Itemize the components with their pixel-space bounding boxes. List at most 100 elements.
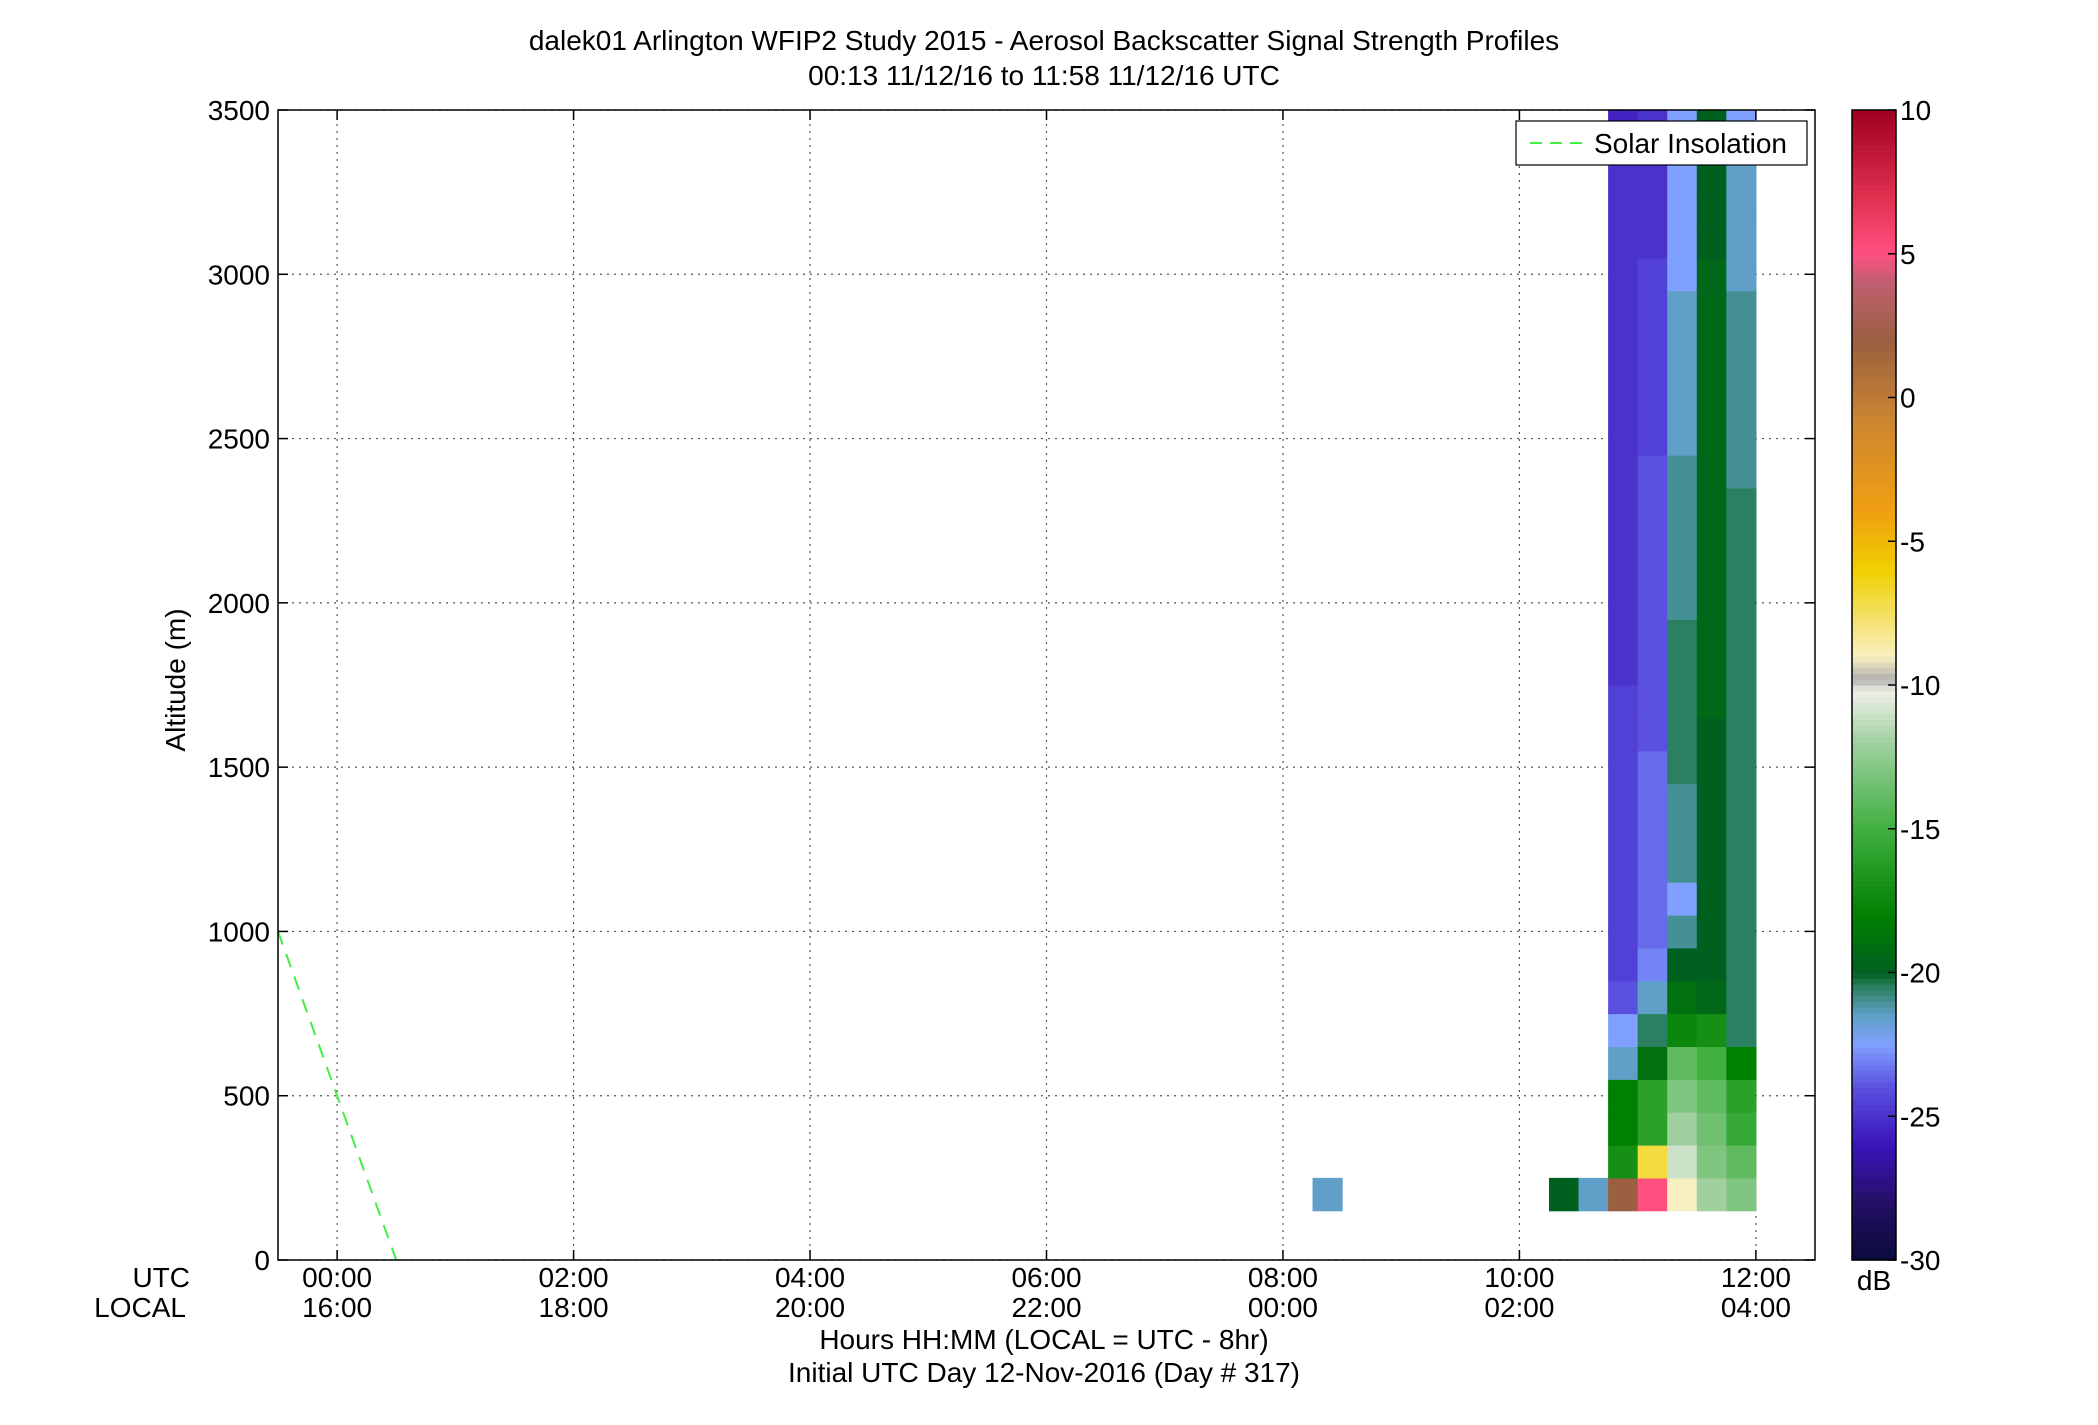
- y-tick-label: 0: [254, 1245, 270, 1276]
- colorbar-segment: [1852, 196, 1896, 203]
- colorbar-tick-label: 10: [1900, 95, 1931, 126]
- x-tick-label-local: 22:00: [1011, 1292, 1081, 1323]
- heatmap-cell: [1696, 1145, 1727, 1179]
- heatmap-cell: [1667, 356, 1698, 390]
- colorbar-segment: [1852, 1030, 1896, 1037]
- colorbar-segment: [1852, 765, 1896, 772]
- colorbar-segment: [1852, 288, 1896, 295]
- colorbar-segment: [1852, 777, 1896, 784]
- colorbar-segment: [1852, 455, 1896, 462]
- colorbar-segment: [1852, 1196, 1896, 1204]
- heatmap-cell: [1696, 1013, 1727, 1048]
- colorbar-segment: [1852, 1064, 1896, 1071]
- colorbar-segment: [1852, 524, 1896, 531]
- heatmap-cell: [1667, 1177, 1698, 1212]
- colorbar-segment: [1852, 742, 1896, 749]
- colorbar-segment: [1852, 673, 1896, 680]
- heatmap-cell: [1608, 323, 1639, 358]
- colorbar-segment: [1852, 414, 1896, 422]
- heatmap-cell: [1667, 586, 1698, 620]
- colorbar-segment: [1852, 932, 1896, 939]
- heatmap-cell: [1726, 225, 1757, 259]
- colorbar-segment: [1852, 949, 1896, 956]
- heatmap-cell: [1696, 750, 1727, 785]
- heatmap-cell: [1726, 783, 1757, 818]
- heatmap-cell: [1608, 455, 1639, 489]
- heatmap-cell: [1667, 882, 1698, 916]
- colorbar-segment: [1852, 989, 1896, 997]
- heatmap-cell: [1608, 1079, 1639, 1113]
- colorbar-segment: [1852, 823, 1896, 830]
- colorbar-segment: [1852, 489, 1896, 496]
- colorbar-segment: [1852, 725, 1896, 732]
- colorbar-segment: [1852, 644, 1896, 652]
- heatmap-cell: [1696, 422, 1727, 456]
- heatmap-cell: [1667, 455, 1698, 489]
- heatmap-cell: [1667, 750, 1698, 785]
- heatmap-cell: [1726, 980, 1757, 1015]
- y-tick-label: 1500: [208, 752, 270, 783]
- x-axis-label: Hours HH:MM (LOCAL = UTC - 8hr): [819, 1324, 1268, 1355]
- colorbar-segment: [1852, 719, 1896, 726]
- heatmap-cell: [1726, 192, 1757, 226]
- heatmap-cell: [1667, 290, 1698, 325]
- colorbar-tick-label: -5: [1900, 526, 1925, 557]
- x-axis-label-day: Initial UTC Day 12-Nov-2016 (Day # 317): [788, 1357, 1300, 1388]
- colorbar-segment: [1852, 972, 1896, 979]
- colorbar-segment: [1852, 121, 1896, 128]
- heatmap-cell: [1726, 717, 1757, 752]
- x-row-label-local: LOCAL: [94, 1292, 186, 1323]
- colorbar-segment: [1852, 334, 1896, 341]
- y-tick-label: 500: [223, 1081, 270, 1112]
- heatmap-cell: [1696, 1046, 1727, 1080]
- heatmap-cell: [1667, 915, 1698, 949]
- colorbar-segment: [1852, 328, 1896, 335]
- heatmap-cell: [1548, 1177, 1580, 1212]
- plot-area: 050010001500200025003000350000:0016:0002…: [208, 95, 1816, 1323]
- colorbar-segment: [1852, 685, 1896, 692]
- heatmap-cell: [1312, 1177, 1343, 1212]
- heatmap-cell: [1637, 882, 1668, 916]
- heatmap-cell: [1726, 257, 1757, 292]
- colorbar-segment: [1852, 754, 1896, 761]
- legend-label: Solar Insolation: [1594, 128, 1787, 159]
- heatmap-cell: [1608, 750, 1639, 785]
- colorbar-segment: [1852, 817, 1896, 824]
- colorbar-segment: [1852, 570, 1896, 577]
- colorbar-segment: [1852, 317, 1896, 324]
- colorbar-segment: [1852, 1007, 1896, 1014]
- solar-insolation-line: [277, 931, 398, 1261]
- colorbar-segment: [1852, 1173, 1896, 1181]
- heatmap-cell: [1696, 257, 1727, 292]
- chart-title: dalek01 Arlington WFIP2 Study 2015 - Aer…: [529, 25, 1559, 56]
- heatmap-cell: [1696, 915, 1727, 949]
- colorbar-segment: [1852, 880, 1896, 887]
- colorbar-segment: [1852, 1225, 1896, 1232]
- colorbar-segment: [1852, 1242, 1896, 1250]
- heatmap-cell: [1637, 422, 1668, 456]
- heatmap-cell: [1608, 717, 1639, 752]
- heatmap-cell: [1696, 389, 1727, 423]
- y-tick-label: 1000: [208, 916, 270, 947]
- colorbar-segment: [1852, 115, 1896, 123]
- colorbar-segment: [1852, 253, 1896, 261]
- heatmap-cell: [1608, 1112, 1639, 1146]
- colorbar-tick-label: -20: [1900, 958, 1940, 989]
- colorbar-segment: [1852, 472, 1896, 479]
- colorbar-segment: [1852, 805, 1896, 813]
- x-tick-label-utc: 12:00: [1721, 1262, 1791, 1293]
- heatmap-cell: [1667, 717, 1698, 752]
- colorbar-segment: [1852, 213, 1896, 220]
- heatmap-cell: [1608, 487, 1639, 522]
- heatmap-cell: [1667, 816, 1698, 850]
- heatmap-cell: [1608, 257, 1639, 292]
- heatmap-cell: [1726, 487, 1757, 522]
- colorbar-segment: [1852, 225, 1896, 232]
- heatmap-cell: [1608, 685, 1639, 719]
- colorbar-segment: [1852, 851, 1896, 859]
- heatmap-cell: [1726, 882, 1757, 916]
- colorbar-segment: [1852, 1047, 1896, 1054]
- colorbar-segment: [1852, 1012, 1896, 1020]
- colorbar-segment: [1852, 857, 1896, 864]
- colorbar-segment: [1852, 184, 1896, 192]
